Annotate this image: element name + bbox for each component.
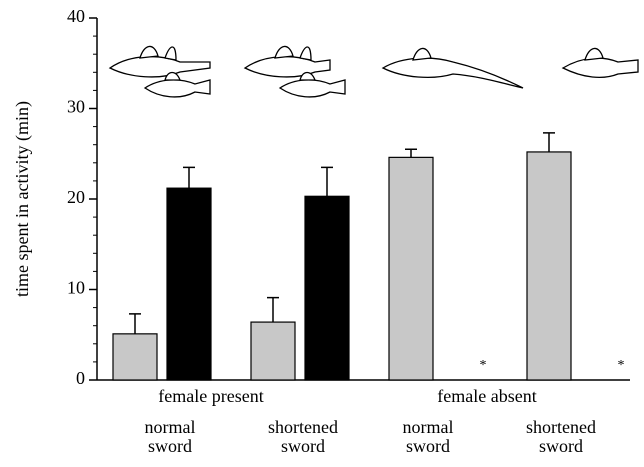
error-bar <box>129 313 141 334</box>
bar <box>250 321 296 381</box>
annotation: * <box>618 358 625 373</box>
bar <box>304 195 350 381</box>
y-tick-label: 30 <box>67 97 85 117</box>
error-bar <box>183 166 195 189</box>
annotation: * <box>480 358 487 373</box>
x-tick-label: shortened sword <box>526 417 596 456</box>
y-tick-label: 40 <box>67 6 85 26</box>
y-tick-label: 10 <box>67 278 85 298</box>
bar <box>526 151 572 381</box>
group-label: female absent <box>437 386 536 406</box>
x-tick-label: normal sword <box>402 417 454 456</box>
x-tick-label: normal sword <box>144 417 196 456</box>
error-bar <box>405 148 417 158</box>
error-bar <box>321 166 333 197</box>
bar <box>388 156 434 381</box>
fish-icons <box>108 45 639 98</box>
y-axis-label: time spent in activity (min) <box>12 101 33 297</box>
error-bar <box>543 132 555 152</box>
group-label: female present <box>158 386 263 406</box>
x-tick-label: shortened sword <box>268 417 338 456</box>
bar <box>112 333 158 381</box>
y-tick-label: 20 <box>67 187 85 207</box>
error-bar <box>267 296 279 323</box>
bar <box>166 187 212 381</box>
y-tick-label: 0 <box>76 368 85 388</box>
